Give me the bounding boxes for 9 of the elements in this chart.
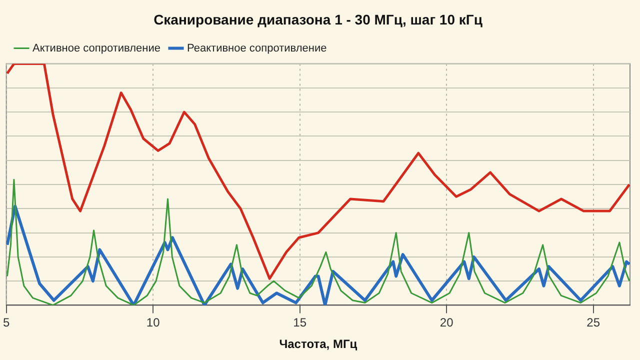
legend-label: Реактивное сопротивление [187, 42, 327, 54]
x-tick-label: 20 [440, 316, 454, 330]
x-axis-title: Частота, МГц [279, 337, 358, 352]
x-tick-label: 5 [2, 316, 10, 330]
legend-label: Активное сопротивление [32, 42, 161, 54]
x-tick-label: 25 [586, 316, 600, 330]
chart-title: Сканирование диапазона 1 - 30 МГц, шаг 10 кГц [154, 11, 483, 28]
x-tick-label: 15 [293, 316, 307, 330]
x-tick-label: 10 [146, 316, 160, 330]
